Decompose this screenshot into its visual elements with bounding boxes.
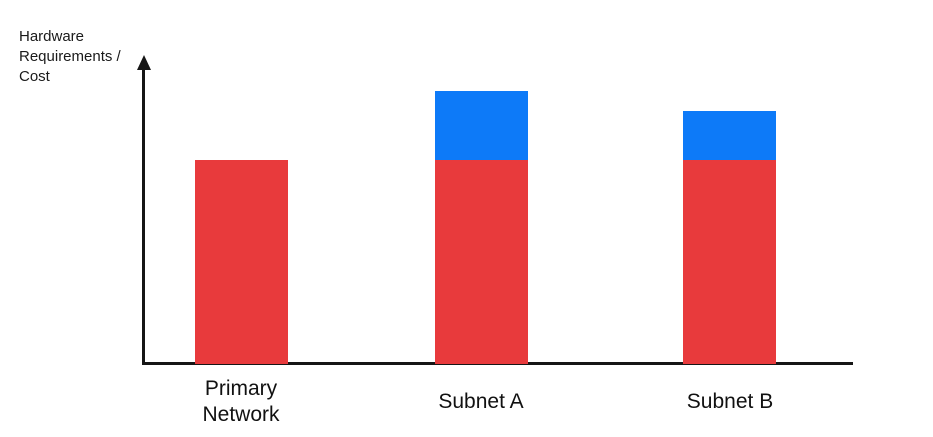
- x-label-subnet-a: Subnet A: [438, 390, 524, 413]
- bar-segment-red-base-subnet-b: [683, 160, 776, 364]
- bar-segment-red-base-subnet-a: [434, 160, 528, 364]
- x-label-primary-network: Primary Network: [202, 377, 280, 426]
- bar-segment-blue-overhead-subnet-a: [434, 90, 528, 160]
- y-axis-arrow-icon: [136, 55, 151, 70]
- bar-segment-red-base-primary-network: [195, 160, 288, 364]
- x-label-subnet-b: Subnet B: [686, 390, 774, 413]
- y-axis-label: Hardware Requirements / Cost: [19, 28, 121, 85]
- bar-segment-blue-overhead-subnet-b: [683, 111, 776, 160]
- y-axis: [142, 66, 145, 365]
